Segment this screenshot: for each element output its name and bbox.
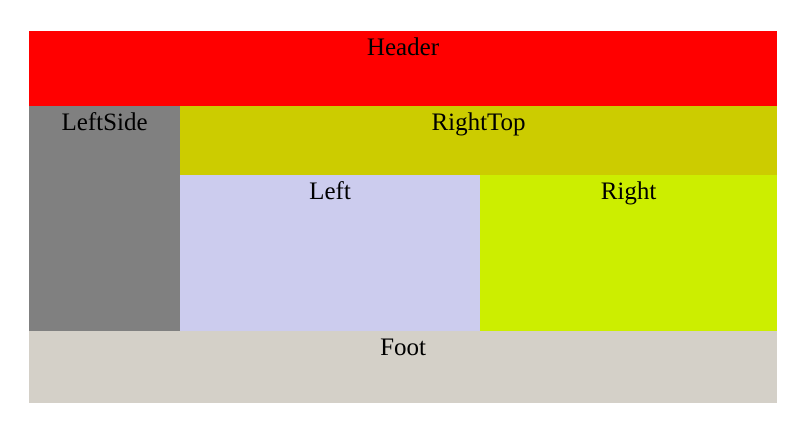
foot-block: Foot [29, 331, 777, 403]
header-block: Header [29, 31, 777, 106]
layout-container: Header LeftSide RightTop Left Right Foot [29, 31, 777, 403]
left-block: Left [180, 175, 480, 331]
right-block: Right [480, 175, 777, 331]
left-side-block: LeftSide [29, 106, 180, 331]
right-top-block: RightTop [180, 106, 777, 175]
